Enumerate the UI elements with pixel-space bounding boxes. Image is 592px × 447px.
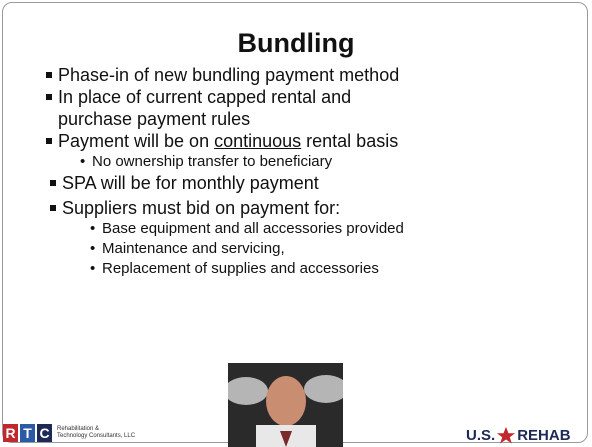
logo-text: REHAB <box>517 426 571 444</box>
rehab-logo: U.S. REHAB <box>466 426 571 444</box>
sub-list: No ownership transfer to beneficiary <box>58 152 460 172</box>
rtc-logo: R T C Rehabilitation & Technology Consult… <box>3 423 135 443</box>
man-photo <box>228 363 343 447</box>
logo-text: U.S. <box>466 426 496 444</box>
steam <box>228 377 268 405</box>
logo-letter: T <box>20 424 35 442</box>
logo-letter: C <box>37 424 52 442</box>
logo-letter: R <box>3 424 18 442</box>
logo-line: Technology Consultants, LLC <box>57 433 136 439</box>
bullet: Suppliers must bid on payment for: Base … <box>44 197 460 279</box>
slide-title: Bundling <box>237 28 355 58</box>
sub-list: Base equipment and all accessories provi… <box>62 219 460 279</box>
star <box>497 426 516 444</box>
sub-bullet: Base equipment and all accessories provi… <box>90 219 460 239</box>
sub-bullet: Replacement of supplies and accessories <box>90 259 460 279</box>
sub-bullet: No ownership transfer to beneficiary <box>80 152 460 172</box>
steam <box>304 375 343 403</box>
bullet: SPA will be for monthly payment <box>44 172 460 194</box>
bullet: Payment will be on continuous rental bas… <box>40 130 460 172</box>
face <box>266 376 306 426</box>
bullet: In place of current capped rental and pu… <box>40 86 418 130</box>
sub-bullet: Maintenance and servicing, <box>90 239 460 259</box>
bullet-list: Phase-in of new bundling payment method … <box>40 64 460 279</box>
bullet-text: Suppliers must bid on payment for: <box>62 198 341 218</box>
tie <box>280 431 292 447</box>
logo-text: Rehabilitation & Technology Consultants, … <box>57 426 135 440</box>
bullet-text: rental basis <box>301 131 399 151</box>
logo-line: Rehabilitation & <box>57 426 100 432</box>
bullet-text: Payment will be on <box>58 131 215 151</box>
underlined-text: continuous <box>214 131 302 151</box>
bullet: Phase-in of new bundling payment method <box>40 64 460 86</box>
